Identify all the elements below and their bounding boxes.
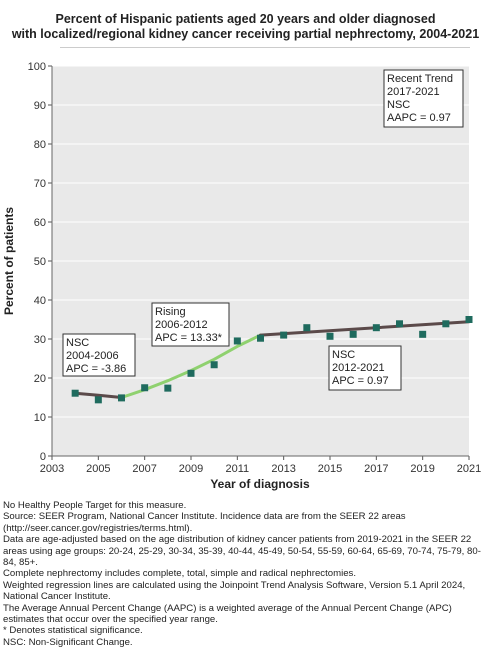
footnote: * Denotes statistical significance.	[3, 625, 143, 637]
axes: 0 10 20 30 40 50 60 70 80 90 100 2003 2005 2007 2009 20…	[28, 61, 482, 475]
x-tick-label: 2013	[271, 463, 295, 475]
data-point	[326, 332, 334, 340]
x-tick-label: 2015	[318, 463, 342, 475]
annotation-frame	[151, 302, 230, 347]
x-tick-label: 2019	[410, 463, 434, 475]
x-tick-label: 2003	[40, 463, 64, 475]
data-point	[210, 361, 218, 369]
y-tick-label: 10	[34, 412, 46, 424]
footnote: Complete nephrectomy includes complete, …	[3, 568, 357, 580]
y-tick-label: 60	[34, 217, 46, 229]
data-point	[396, 320, 403, 328]
annotation-frame	[383, 69, 464, 128]
annotation-text: 2004-2006	[66, 350, 119, 362]
y-tick-label: 70	[34, 178, 46, 190]
annotation-text: 2006-2012	[155, 319, 208, 331]
observed-points	[71, 316, 473, 404]
data-point	[164, 384, 172, 392]
x-tick-label: 2017	[364, 463, 388, 475]
data-point	[141, 384, 149, 392]
trend-line-segment	[73, 391, 123, 399]
chart-title-line-1: Percent of Hispanic patients aged 20 yea…	[55, 12, 436, 26]
data-point	[303, 324, 311, 332]
chart-title-line-2: with localized/regional kidney cancer re…	[11, 27, 480, 41]
annotation-text: APC = 13.33*	[155, 332, 223, 344]
x-tick-label: 2005	[86, 463, 110, 475]
x-axis-label: Year of diagnosis	[210, 477, 310, 491]
y-axis-label: Percent of patients	[2, 207, 16, 315]
annotation-text: AAPC = 0.97	[387, 112, 451, 124]
y-tick-label: 90	[34, 100, 46, 112]
annotation-text: NSC	[332, 349, 355, 361]
footnote: NSC: Non-Significant Change.	[3, 636, 133, 648]
trend-line-segment	[259, 320, 471, 337]
data-point	[372, 324, 380, 332]
data-point	[94, 396, 102, 404]
annotation-text: APC = -3.86	[66, 363, 126, 375]
y-tick-label: 0	[40, 451, 46, 463]
y-tick-label: 20	[34, 373, 46, 385]
annotation-text: Rising	[155, 306, 186, 318]
x-tick-label: 2021	[457, 463, 481, 475]
y-tick-label: 40	[34, 295, 46, 307]
chart-title: Percent of Hispanic patients aged 20 yea…	[0, 12, 491, 42]
data-point	[419, 330, 427, 338]
data-point	[280, 331, 288, 339]
annotation-text: NSC	[387, 99, 410, 111]
chart-area: 0 10 20 30 40 50 60 70 80 90 100 2003 2005 2007 2009 20…	[2, 61, 482, 491]
grid-lines	[52, 65, 469, 418]
footnote: Source: SEER Program, National Cancer In…	[3, 511, 406, 534]
footnote: Data are age-adjusted based on the age d…	[3, 534, 481, 569]
annotation-text: NSC	[66, 337, 89, 349]
y-tick-label: 30	[34, 334, 46, 346]
data-point	[442, 320, 450, 328]
footnote: Weighted regression lines are calculated…	[3, 579, 466, 603]
data-point	[71, 389, 79, 397]
data-point	[257, 334, 264, 342]
x-tick-label: 2011	[226, 463, 250, 475]
annotation-text: Recent Trend	[387, 73, 453, 85]
data-point	[233, 337, 241, 345]
y-tick-label: 50	[34, 256, 46, 268]
footnote: No Healthy People Target for this measur…	[3, 500, 187, 511]
title-divider	[60, 47, 470, 48]
data-point	[118, 394, 125, 402]
data-point	[349, 330, 357, 338]
annotation-frame	[328, 345, 402, 391]
y-tick-label: 80	[34, 139, 46, 151]
annotation-text: APC = 0.97	[332, 375, 389, 387]
data-point	[187, 369, 195, 377]
x-tick-label: 2009	[179, 463, 203, 475]
data-point	[465, 316, 473, 323]
y-tick-label: 100	[28, 61, 46, 73]
annotation-text: 2012-2021	[332, 362, 385, 374]
annotation-frame	[62, 333, 136, 377]
annotation-text: 2017-2021	[387, 86, 440, 98]
footnotes: No Healthy People Target for this measur…	[3, 500, 489, 648]
x-tick-label: 2007	[132, 463, 156, 475]
footnote: The Average Annual Percent Change (AAPC)…	[3, 602, 452, 626]
